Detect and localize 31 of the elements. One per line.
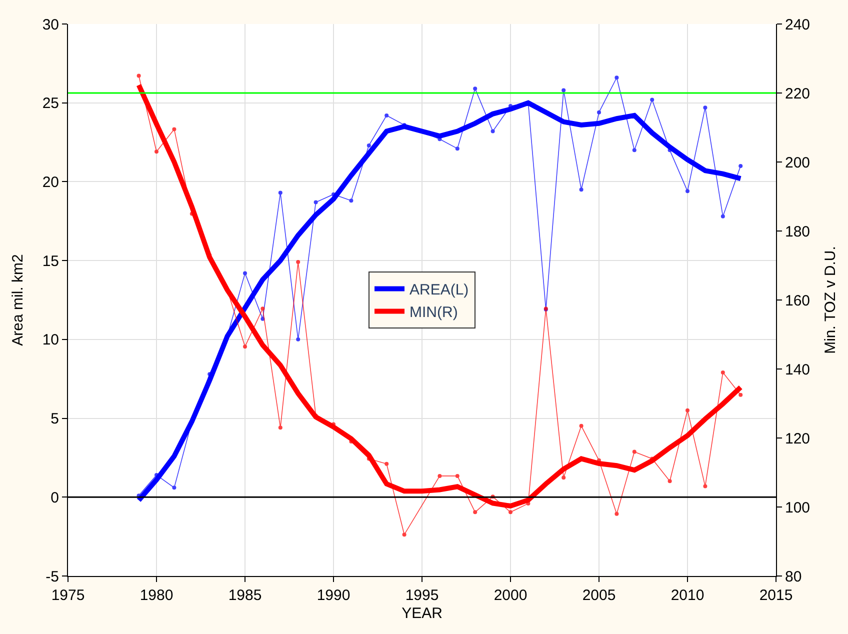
- y2-tick-label: 200: [785, 154, 810, 172]
- y2-tick-label: 220: [785, 85, 810, 102]
- y2-tick-label: 180: [785, 223, 810, 240]
- x-tick-label: 2000: [494, 587, 528, 604]
- y-tick-label: 20: [42, 174, 59, 191]
- legend-label: MIN(R): [410, 304, 458, 322]
- y-tick-label: 10: [42, 332, 59, 349]
- x-tick-label: 1985: [228, 587, 262, 604]
- y2-tick-label: 140: [785, 361, 810, 378]
- x-tick-label: 2005: [582, 587, 616, 604]
- legend-label: AREA(L): [410, 282, 469, 299]
- y2-axis-title: Min. TOZ v D.U.: [822, 246, 840, 354]
- y-tick-label: 15: [42, 252, 59, 270]
- y-tick-label: 30: [42, 16, 59, 34]
- y-axis-title: Area mil. km2: [10, 254, 27, 346]
- y2-tick-label: 80: [785, 568, 802, 586]
- y-tick-label: -5: [46, 568, 59, 586]
- x-tick-label: 1990: [316, 587, 350, 604]
- x-tick-label: 1975: [51, 587, 85, 604]
- y2-tick-label: 160: [785, 292, 810, 310]
- x-tick-label: 2015: [759, 587, 793, 604]
- y2-tick-label: 240: [785, 16, 810, 34]
- y-tick-label: 25: [42, 95, 59, 112]
- x-axis-title: YEAR: [402, 605, 443, 622]
- y-tick-label: 0: [50, 489, 59, 506]
- y2-tick-label: 120: [785, 430, 810, 448]
- y2-tick-label: 100: [785, 499, 810, 516]
- x-tick-label: 2010: [670, 587, 704, 604]
- y-tick-label: 5: [50, 410, 59, 428]
- x-tick-label: 1980: [140, 587, 174, 604]
- x-tick-label: 1995: [405, 587, 439, 604]
